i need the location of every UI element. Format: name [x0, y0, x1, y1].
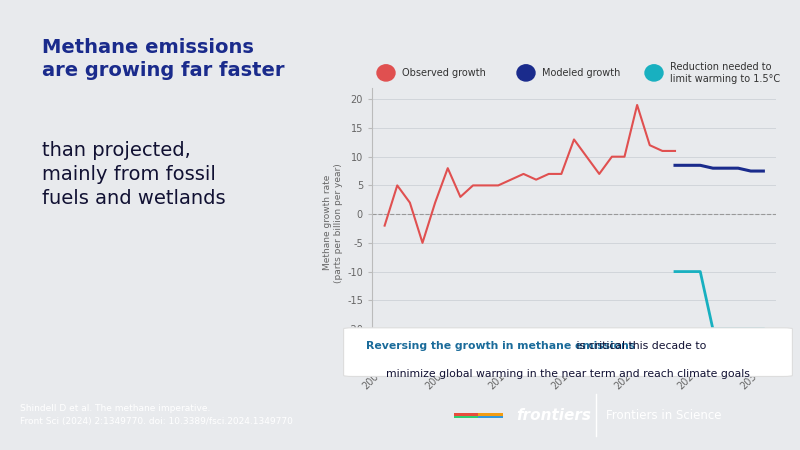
FancyBboxPatch shape [454, 415, 479, 418]
FancyBboxPatch shape [478, 414, 503, 416]
Text: Reduction needed to
limit warming to 1.5°C: Reduction needed to limit warming to 1.5… [670, 62, 780, 84]
Text: Modeled growth: Modeled growth [542, 68, 620, 78]
Circle shape [517, 65, 535, 81]
FancyBboxPatch shape [344, 328, 793, 377]
Text: minimize global warming in the near term and reach climate goals: minimize global warming in the near term… [386, 369, 750, 379]
Text: Reversing the growth in methane emissions: Reversing the growth in methane emission… [366, 341, 635, 351]
Text: Shindell D et al. The methane imperative.
Front Sci (2024) 2:1349770. doi: 10.33: Shindell D et al. The methane imperative… [20, 405, 293, 426]
Text: Frontiers in Science: Frontiers in Science [606, 409, 722, 422]
FancyBboxPatch shape [478, 415, 503, 418]
Text: Observed growth: Observed growth [402, 68, 486, 78]
Text: is critical this decade to: is critical this decade to [573, 341, 706, 351]
Text: Methane emissions
are growing far faster: Methane emissions are growing far faster [42, 38, 284, 80]
Text: than projected,
mainly from fossil
fuels and wetlands: than projected, mainly from fossil fuels… [42, 141, 226, 208]
Circle shape [645, 65, 663, 81]
Circle shape [377, 65, 395, 81]
FancyBboxPatch shape [454, 414, 479, 416]
Y-axis label: Methane growth rate
(parts per billion per year): Methane growth rate (parts per billion p… [323, 163, 343, 283]
Text: frontiers: frontiers [516, 408, 591, 423]
